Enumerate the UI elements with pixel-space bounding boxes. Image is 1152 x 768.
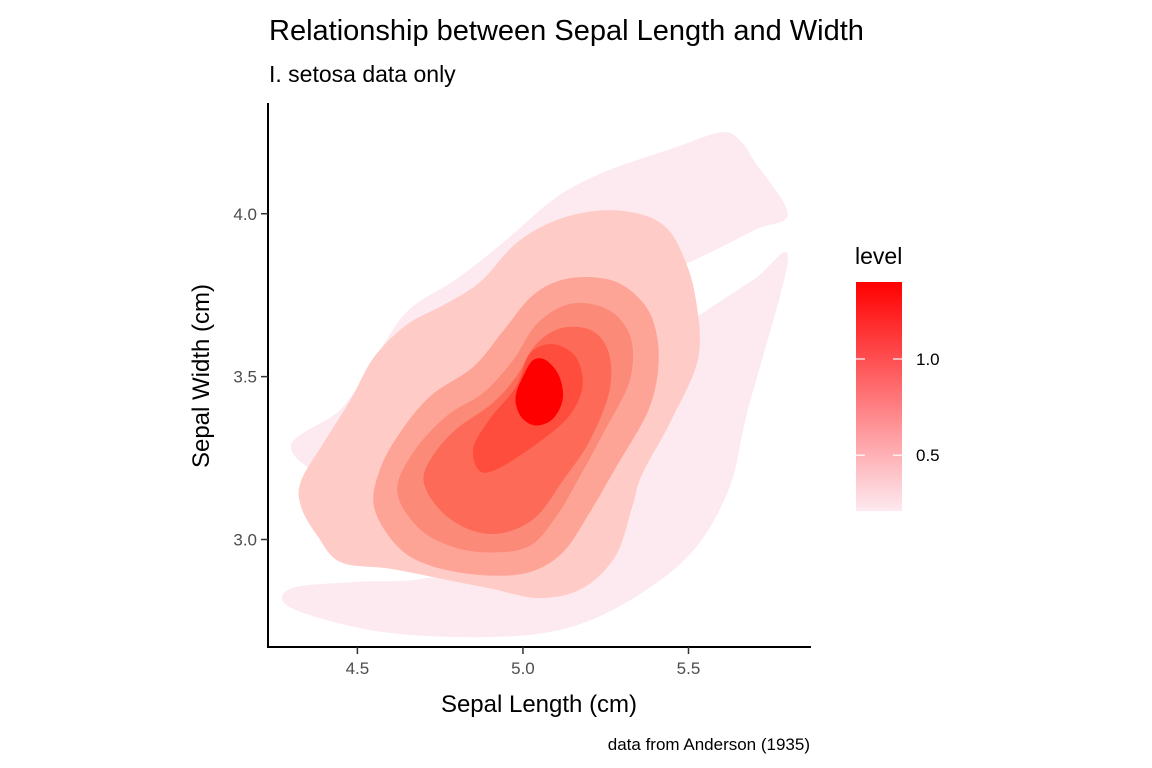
- legend-colorbar: [856, 282, 902, 511]
- chart-subtitle: I. setosa data only: [269, 61, 456, 87]
- legend: level 0.5 1.0: [855, 243, 940, 511]
- x-tick-label-2: 5.5: [677, 659, 701, 678]
- legend-ticks: 0.5 1.0: [856, 350, 940, 465]
- chart-title: Relationship between Sepal Length and Wi…: [269, 15, 864, 47]
- legend-tick-label-1: 1.0: [916, 350, 940, 369]
- x-axis-title: Sepal Length (cm): [441, 691, 637, 718]
- y-tick-label-0: 3.0: [233, 531, 257, 550]
- y-axis-title: Sepal Width (cm): [188, 284, 215, 468]
- legend-tick-label-0: 0.5: [916, 446, 940, 465]
- x-axis-ticks: 4.5 5.0 5.5: [346, 647, 701, 678]
- chart-caption: data from Anderson (1935): [608, 735, 810, 754]
- x-tick-label-0: 4.5: [346, 659, 370, 678]
- density-contours: [281, 132, 788, 638]
- y-tick-label-1: 3.5: [233, 368, 257, 387]
- y-tick-label-2: 4.0: [233, 205, 257, 224]
- density-band-6-0: [515, 358, 564, 426]
- x-tick-label-1: 5.0: [511, 659, 535, 678]
- legend-title: level: [855, 243, 902, 269]
- y-axis-ticks: 3.0 3.5 4.0: [233, 205, 268, 550]
